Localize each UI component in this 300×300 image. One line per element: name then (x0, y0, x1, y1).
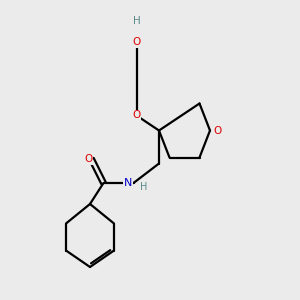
Text: O: O (213, 125, 222, 136)
Text: O: O (84, 154, 93, 164)
Text: O: O (132, 110, 141, 121)
Text: N: N (124, 178, 132, 188)
Text: H: H (140, 182, 148, 192)
Text: H: H (133, 16, 140, 26)
Text: O: O (132, 37, 141, 47)
